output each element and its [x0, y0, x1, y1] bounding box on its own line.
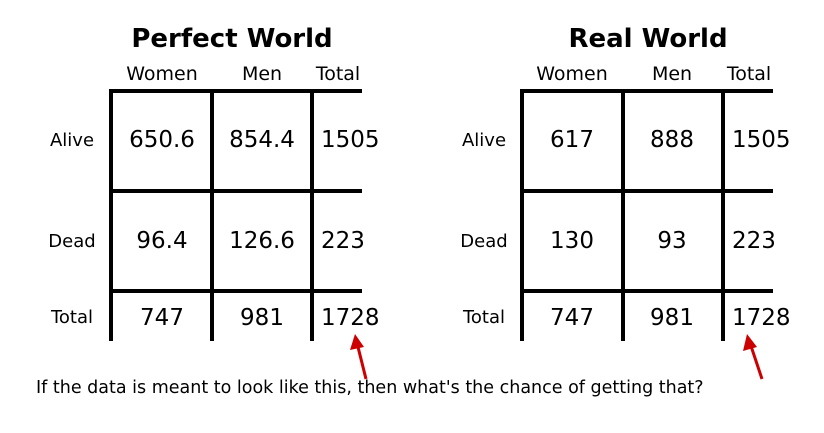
caption: If the data is meant to look like this, …: [36, 378, 704, 398]
table-cell: 981: [240, 305, 284, 331]
row-header-alive: Alive: [49, 130, 95, 151]
table-title: Real World: [568, 24, 728, 54]
table-cell: 223: [321, 228, 365, 254]
column-header-women: Women: [126, 63, 198, 85]
arrow-icon: [350, 334, 368, 380]
table-cell: 888: [650, 127, 694, 153]
table-cell: 126.6: [229, 228, 295, 254]
grid-line-middle: [520, 189, 773, 193]
column-header-men: Men: [651, 63, 693, 85]
table-cell: 223: [732, 228, 776, 254]
arrow-icon: [743, 334, 764, 380]
table-cell: 854.4: [229, 127, 295, 153]
grid-line-top: [520, 89, 773, 93]
column-header-total: Total: [315, 63, 361, 85]
table-cell: 96.4: [136, 228, 188, 254]
row-header-total: Total: [50, 307, 94, 328]
table-cell: 981: [650, 305, 694, 331]
grid-line-left: [520, 89, 524, 341]
table-cell: 747: [140, 305, 184, 331]
table-cell: 93: [657, 228, 687, 254]
grid-line-middle: [109, 189, 362, 193]
table-cell: 1728: [732, 305, 791, 331]
row-header-dead: Dead: [48, 231, 96, 252]
grid-line-right: [721, 89, 725, 341]
table-cell: 747: [550, 305, 594, 331]
row-header-total: Total: [462, 307, 506, 328]
row-header-alive: Alive: [461, 130, 507, 151]
table-cell: 130: [550, 228, 594, 254]
grid-line-bottom: [109, 289, 362, 293]
table-cell: 650.6: [129, 127, 195, 153]
table-cell: 1505: [321, 127, 380, 153]
table-title: Perfect World: [131, 24, 333, 54]
grid-line-top: [109, 89, 362, 93]
table-cell: 1728: [321, 305, 380, 331]
column-header-women: Women: [536, 63, 608, 85]
grid-line-center: [210, 89, 214, 341]
grid-line-right: [310, 89, 314, 341]
column-header-total: Total: [726, 63, 772, 85]
row-header-dead: Dead: [460, 231, 508, 252]
table-cell: 617: [550, 127, 594, 153]
grid-line-center: [621, 89, 625, 341]
column-header-men: Men: [241, 63, 283, 85]
grid-line-bottom: [520, 289, 773, 293]
grid-line-left: [109, 89, 113, 341]
table-cell: 1505: [732, 127, 791, 153]
